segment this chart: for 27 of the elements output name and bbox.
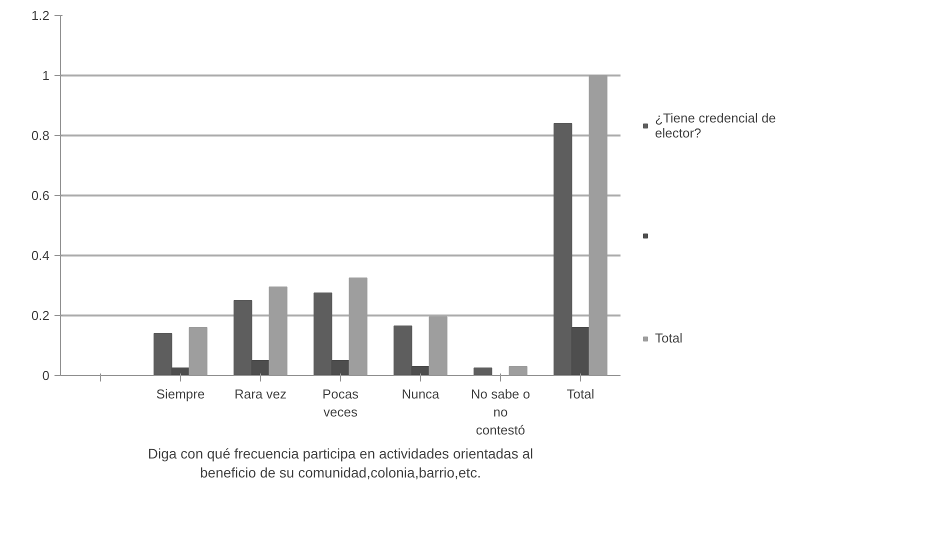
x-axis-title: Diga con qué frecuencia participa en actividades orientadas al beneficio de su comunidad,colonia,barrio,etc. xyxy=(148,446,534,481)
bar xyxy=(314,292,332,376)
y-tick-label: 0 xyxy=(42,368,50,383)
x-tick-label: Pocas veces xyxy=(322,386,360,420)
y-tick-label: 0.2 xyxy=(31,308,50,323)
x-tick-label: No sabe o no contestó xyxy=(470,386,530,438)
x-tick-label: Rara vez xyxy=(234,386,287,402)
legend-label: ¿Tiene credencial de elector? xyxy=(655,110,776,140)
y-tick-label: 0.6 xyxy=(31,188,50,203)
bar xyxy=(251,360,270,376)
y-tick-label: 0.8 xyxy=(31,128,50,143)
bar xyxy=(234,300,252,376)
bar xyxy=(554,123,572,376)
y-tick-label: 1 xyxy=(42,68,50,83)
x-tick-label: Siempre xyxy=(156,386,205,402)
bar xyxy=(571,327,590,376)
bar xyxy=(154,333,172,376)
bar xyxy=(331,360,350,376)
bar xyxy=(171,368,190,376)
bar xyxy=(474,368,492,376)
bar xyxy=(394,326,412,376)
bar xyxy=(411,366,430,376)
x-tick-label: Total xyxy=(566,386,594,402)
y-tick-label: 0.4 xyxy=(31,248,50,263)
legend-label: Total xyxy=(655,330,684,346)
y-tick-label: 1.2 xyxy=(31,8,50,23)
x-tick-label: Nunca xyxy=(402,386,440,402)
